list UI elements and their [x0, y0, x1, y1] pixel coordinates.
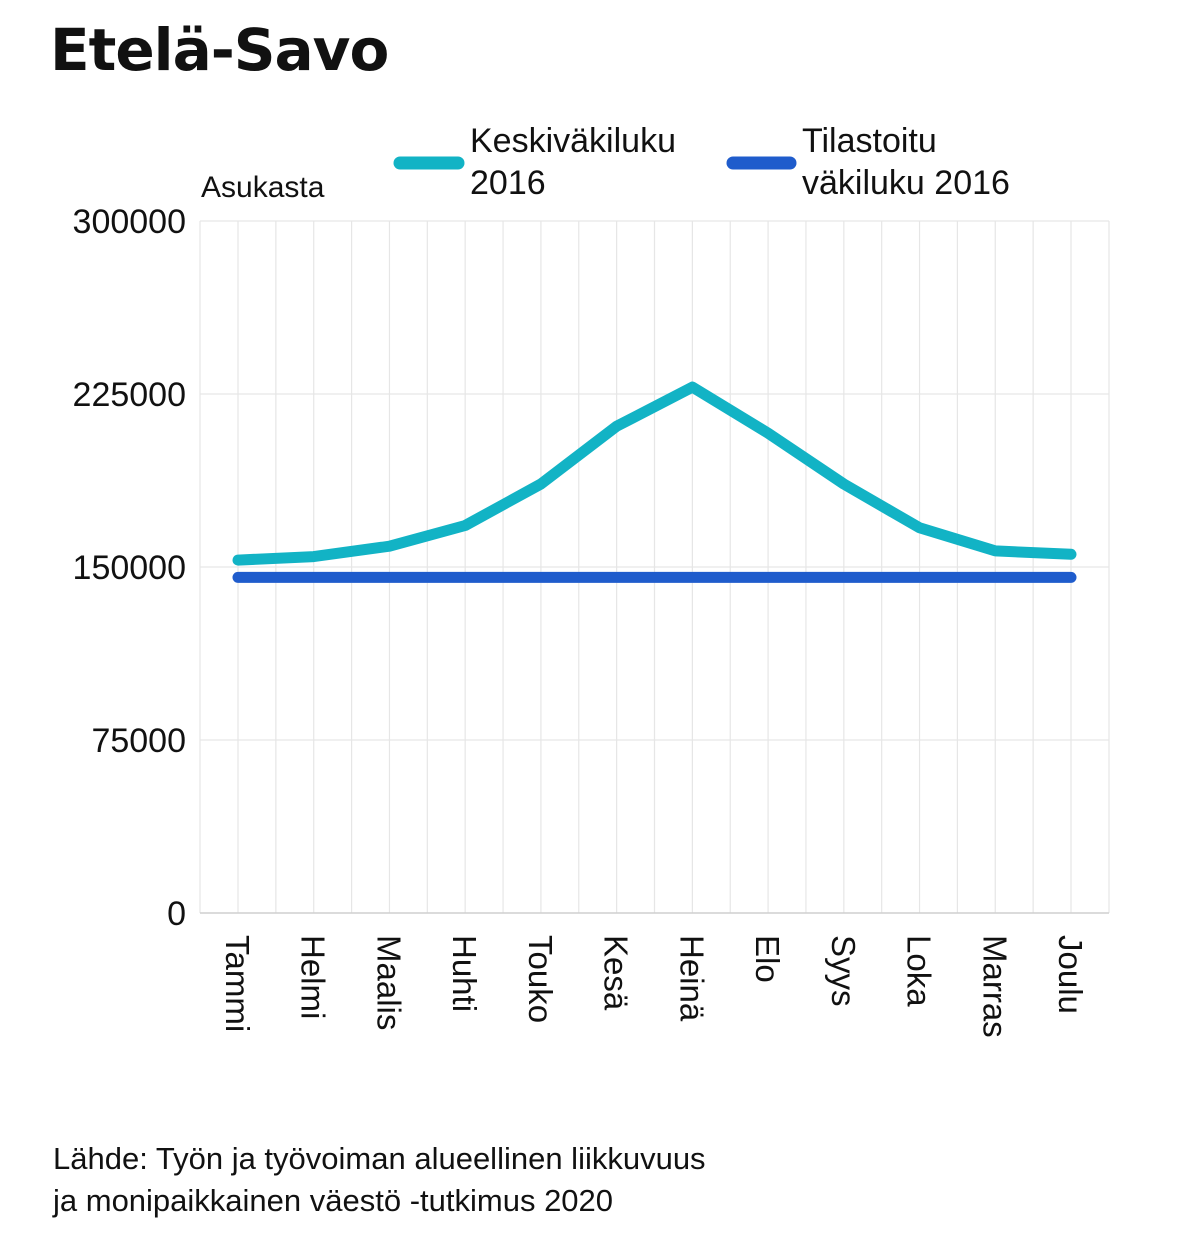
chart-series [232, 381, 1077, 583]
x-tick-label: Joulu [1052, 935, 1089, 1014]
y-tick-label: 150000 [73, 549, 186, 587]
chart-title: Etelä-Savo [50, 16, 389, 84]
legend: Keskiväkiluku 2016 Tilastoitu väkiluku 2016 [393, 122, 1010, 202]
x-tick-label: Heinä [673, 935, 710, 1022]
legend-label-line: Tilastoitu [802, 122, 937, 160]
x-tick-label: Touko [522, 935, 559, 1023]
y-axis-ticks: 0 75000 150000 225000 300000 [73, 203, 186, 933]
x-tick-label: Syys [825, 935, 862, 1007]
line-chart: 0 75000 150000 225000 300000 Tammi Helmi Maali… [73, 122, 1110, 1038]
x-axis-ticks: Tammi Helmi Maalis Huhti Touko Kesä Heinä Elo Sy… [219, 935, 1089, 1038]
legend-label-line: Keskiväkiluku [470, 122, 676, 160]
y-tick-label: 225000 [73, 376, 186, 414]
source-note: Lähde: Työn ja työvoiman alueellinen lii… [53, 1141, 706, 1218]
x-tick-label: Kesä [598, 935, 635, 1011]
y-tick-label: 300000 [73, 203, 186, 241]
legend-label: Tilastoitu väkiluku 2016 [802, 122, 1010, 202]
y-tick-label: 0 [167, 895, 186, 933]
x-tick-label: Helmi [295, 935, 332, 1019]
chart-grid [199, 220, 1110, 914]
x-tick-label: Loka [901, 935, 938, 1007]
x-tick-label: Elo [749, 935, 786, 983]
y-axis-label: Asukasta [201, 171, 325, 204]
y-tick-label: 75000 [91, 722, 186, 760]
x-tick-label: Marras [976, 935, 1013, 1038]
legend-label: Keskiväkiluku 2016 [470, 122, 676, 202]
x-tick-label: Huhti [446, 935, 483, 1012]
x-tick-label: Tammi [219, 935, 256, 1032]
x-tick-label: Maalis [370, 935, 407, 1030]
series-line-keskivakiluku [232, 381, 1077, 566]
legend-label-line: 2016 [470, 164, 546, 202]
legend-label-line: väkiluku 2016 [802, 164, 1010, 202]
